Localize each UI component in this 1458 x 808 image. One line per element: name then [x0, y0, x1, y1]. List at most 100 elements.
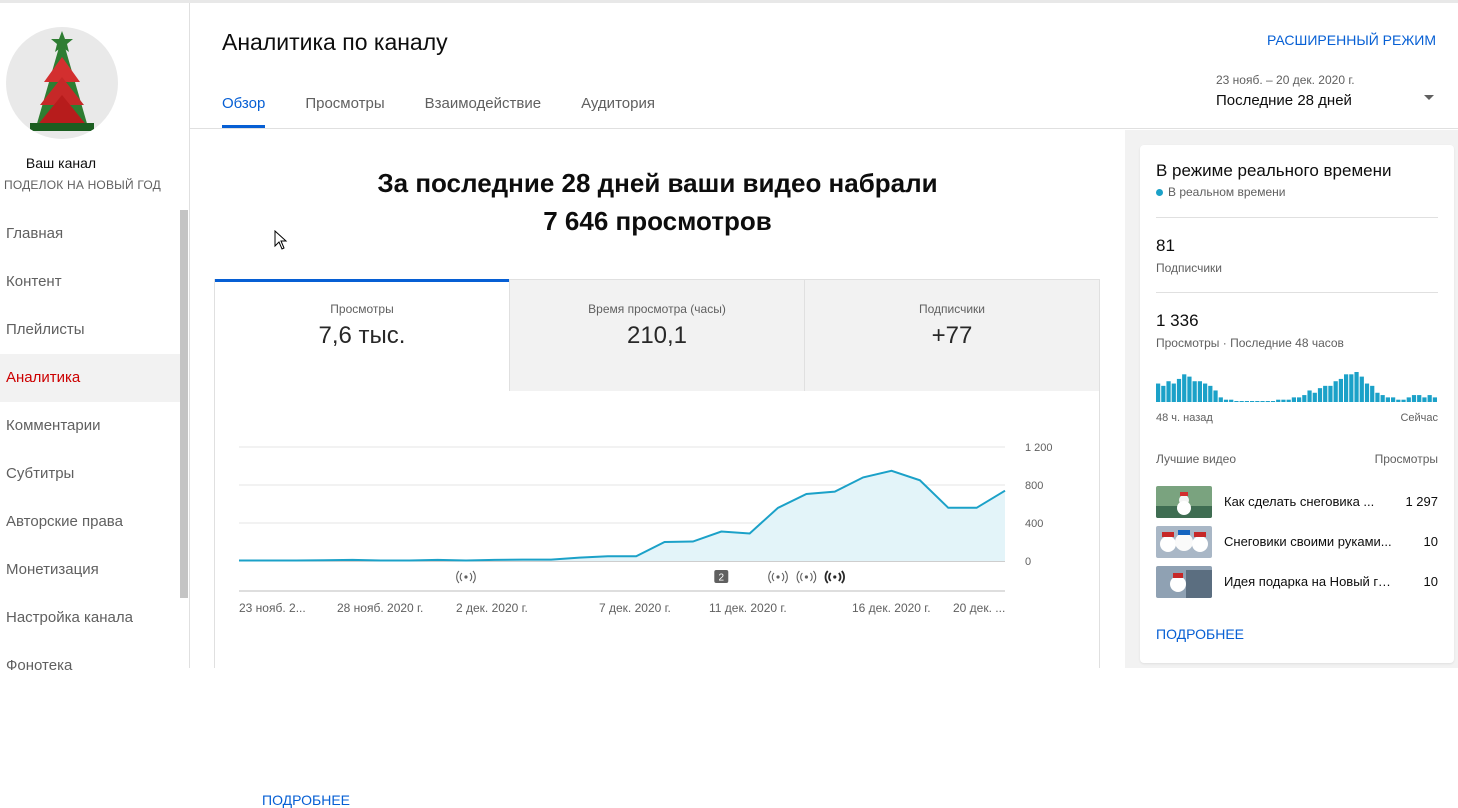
realtime-sparkline[interactable]	[1156, 370, 1438, 402]
sparkline-bar	[1307, 390, 1311, 402]
sparkline-bar	[1250, 401, 1254, 402]
top-video-row[interactable]: Как сделать снеговика ... 1 297	[1156, 486, 1438, 518]
video-thumbnail[interactable]	[1156, 486, 1212, 518]
metric-tab-subscribers[interactable]: Подписчики +77	[804, 280, 1099, 391]
sidebar-item-monetization[interactable]: Монетизация	[0, 546, 180, 594]
sidebar-item-home[interactable]: Главная	[0, 210, 180, 258]
sparkline-bar	[1417, 395, 1421, 402]
realtime-live-indicator: В реальном времени	[1156, 185, 1285, 199]
sparkline-bar	[1433, 397, 1437, 402]
sidebar-item-analytics[interactable]: Аналитика	[0, 354, 180, 402]
channel-avatar[interactable]	[6, 27, 118, 139]
metric-value: 210,1	[510, 322, 804, 350]
sidebar-item-copyright[interactable]: Авторские права	[0, 498, 180, 546]
tab-bar: Обзор Просмотры Взаимодействие Аудитория	[222, 95, 655, 128]
broadcast-icon	[769, 571, 788, 583]
sidebar-item-playlists[interactable]: Плейлисты	[0, 306, 180, 354]
broadcast-icon	[797, 571, 816, 583]
metric-tab-watch-time[interactable]: Время просмотра (часы) 210,1	[509, 280, 804, 391]
metrics-card: Просмотры 7,6 тыс. Время просмотра (часы…	[214, 279, 1100, 668]
tab-overview[interactable]: Обзор	[222, 95, 265, 128]
sparkline-bar	[1292, 397, 1296, 402]
realtime-subscribers-value: 81	[1156, 236, 1175, 256]
video-title[interactable]: Снеговики своими руками...	[1224, 534, 1394, 549]
sparkline-bar	[1260, 401, 1264, 402]
broadcast-icon	[825, 571, 844, 583]
advanced-mode-button[interactable]: РАСШИРЕННЫЙ РЕЖИМ	[1267, 32, 1436, 48]
realtime-views-value: 1 336	[1156, 311, 1199, 331]
sparkline-bar	[1370, 386, 1374, 402]
realtime-title: В режиме реального времени	[1156, 161, 1391, 181]
sparkline-bar	[1344, 374, 1348, 402]
chevron-down-icon[interactable]	[1424, 95, 1434, 100]
date-period-select[interactable]: Последние 28 дней	[1216, 92, 1352, 109]
more-details-link[interactable]: ПОДРОБНЕЕ	[262, 792, 350, 808]
sidebar-item-audio-library[interactable]: Фонотека	[0, 642, 180, 690]
sparkline-bar	[1193, 381, 1197, 402]
metric-label: Время просмотра (часы)	[510, 302, 804, 316]
y-tick-label: 800	[1025, 480, 1043, 492]
summary-headline: За последние 28 дней ваши видео набрали …	[191, 164, 1124, 240]
sparkline-bar	[1349, 374, 1353, 402]
sparkline-bar	[1428, 395, 1432, 402]
tab-audience[interactable]: Аудитория	[581, 95, 655, 128]
page-header: Аналитика по каналу РАСШИРЕННЫЙ РЕЖИМ Об…	[190, 3, 1458, 129]
video-thumbnail[interactable]	[1156, 526, 1212, 558]
sparkline-bar	[1334, 381, 1338, 402]
sparkline-bar	[1401, 400, 1405, 402]
channel-title: Ваш канал	[0, 155, 122, 171]
sparkline-bar	[1166, 381, 1170, 402]
sparkline-bar	[1172, 384, 1176, 402]
sidebar-item-comments[interactable]: Комментарии	[0, 402, 180, 450]
metric-tab-views[interactable]: Просмотры 7,6 тыс.	[215, 280, 509, 391]
x-tick-label: 2 дек. 2020 г.	[456, 601, 528, 615]
metric-label: Просмотры	[215, 302, 509, 316]
tab-views[interactable]: Просмотры	[305, 95, 384, 128]
video-title[interactable]: Как сделать снеговика ...	[1224, 494, 1394, 509]
sparkline-bar	[1229, 400, 1233, 402]
metric-tabs: Просмотры 7,6 тыс. Время просмотра (часы…	[215, 280, 1099, 391]
live-dot-icon	[1156, 189, 1163, 196]
sparkline-bar	[1276, 400, 1280, 402]
realtime-more-link[interactable]: ПОДРОБНЕЕ	[1156, 626, 1244, 642]
sparkline-bar	[1161, 386, 1165, 402]
realtime-views-label: Просмотры · Последние 48 часов	[1156, 336, 1344, 350]
sparkline-bar	[1234, 401, 1238, 402]
sparkline-bar	[1213, 390, 1217, 402]
headline-line-1: За последние 28 дней ваши видео набрали	[191, 164, 1124, 202]
sidebar-item-subtitles[interactable]: Субтитры	[0, 450, 180, 498]
video-thumbnail[interactable]	[1156, 566, 1212, 598]
tab-engagement[interactable]: Взаимодействие	[425, 95, 541, 128]
y-tick-label: 400	[1025, 518, 1043, 530]
video-views: 10	[1424, 574, 1438, 589]
top-videos-header: Лучшие видео	[1156, 452, 1236, 466]
y-tick-label: 0	[1025, 556, 1031, 568]
video-title[interactable]: Идея подарка на Новый го...	[1224, 574, 1394, 589]
sparkline-bar	[1240, 401, 1244, 402]
sparkline-bar	[1381, 395, 1385, 402]
live-label: В реальном времени	[1168, 185, 1285, 199]
top-video-row[interactable]: Снеговики своими руками... 10	[1156, 526, 1438, 558]
top-video-row[interactable]: Идея подарка на Новый го... 10	[1156, 566, 1438, 598]
mouse-cursor-icon	[274, 230, 288, 250]
sparkline-bar	[1313, 393, 1317, 402]
x-tick-label: 28 нояб. 2020 г.	[337, 601, 423, 615]
sidebar-item-customization[interactable]: Настройка канала	[0, 594, 180, 642]
sparkline-bar	[1187, 377, 1191, 402]
event-badge-label: 2	[719, 573, 725, 584]
date-range-text[interactable]: 23 нояб. – 20 дек. 2020 г.	[1216, 73, 1355, 87]
sparkline-bar	[1156, 384, 1160, 402]
sparkline-bar	[1271, 401, 1275, 402]
divider	[1156, 292, 1438, 293]
sparkline-bar	[1339, 379, 1343, 402]
realtime-subscribers-label: Подписчики	[1156, 261, 1222, 275]
main-content: За последние 28 дней ваши видео набрали …	[191, 130, 1124, 668]
sidebar-item-content[interactable]: Контент	[0, 258, 180, 306]
x-tick-label: 20 дек. ...	[953, 601, 1005, 615]
metric-value: +77	[805, 322, 1099, 350]
y-tick-label: 1 200	[1025, 442, 1053, 454]
sparkline-bar	[1422, 397, 1426, 402]
sidebar-scrollbar[interactable]	[180, 210, 188, 598]
sparkline-bar	[1407, 397, 1411, 402]
